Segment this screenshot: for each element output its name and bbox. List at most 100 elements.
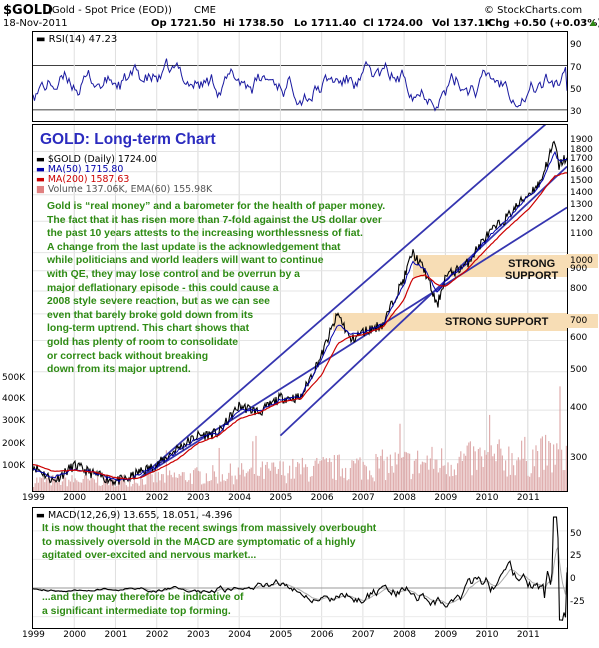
volume-bar bbox=[551, 472, 553, 491]
volume-bar bbox=[199, 471, 201, 491]
volume-bar bbox=[349, 468, 351, 491]
x-tick-lower-2003: 2003 bbox=[186, 630, 210, 640]
volume-bar bbox=[217, 483, 219, 491]
volume-bar bbox=[209, 480, 211, 491]
volume-bar bbox=[409, 453, 411, 491]
strong-support-lower: STRONG SUPPORT bbox=[445, 316, 549, 328]
price-tick-1700: 1700 bbox=[570, 154, 593, 165]
legend-gold-marker-icon: ▬ bbox=[36, 154, 48, 165]
volume-bar bbox=[503, 470, 505, 491]
volume-bar bbox=[500, 448, 502, 491]
date-label: 18-Nov-2011 bbox=[3, 18, 68, 29]
volume-bar bbox=[225, 481, 227, 491]
volume-bar bbox=[271, 462, 273, 491]
x-tick-lower-1999: 1999 bbox=[22, 630, 45, 640]
close-value: Cl 1724.00 bbox=[363, 18, 423, 29]
volume-bar bbox=[132, 483, 134, 491]
low-value: Lo 1711.40 bbox=[294, 18, 357, 29]
volume-bar bbox=[517, 457, 519, 491]
volume-bar bbox=[181, 472, 183, 491]
macd-tick: 25 bbox=[570, 551, 582, 561]
volume-bar bbox=[529, 476, 531, 491]
volume-bar bbox=[284, 475, 286, 491]
volume-bar bbox=[425, 462, 427, 491]
volume-bar bbox=[348, 479, 350, 491]
volume-bar bbox=[530, 473, 532, 491]
volume-bar bbox=[298, 463, 300, 491]
volume-bar bbox=[564, 470, 566, 491]
legend-ma50: ▬ MA(50) 1715.80 bbox=[36, 164, 124, 175]
volume-bar bbox=[492, 456, 494, 491]
support-level-700-badge bbox=[566, 314, 598, 328]
volume-bar bbox=[324, 459, 326, 491]
volume-bar bbox=[535, 445, 537, 491]
exchange: CME bbox=[194, 5, 216, 16]
volume-bar bbox=[450, 464, 452, 491]
volume-bar bbox=[316, 457, 318, 491]
volume-bar bbox=[281, 475, 283, 491]
rsi-tick-30: 30 bbox=[570, 107, 582, 117]
volume-bar bbox=[213, 471, 215, 491]
legend-ma50-marker-icon: ▬ bbox=[36, 164, 48, 175]
volume-bar bbox=[501, 455, 503, 491]
volume-bar bbox=[34, 483, 36, 491]
volume-bar bbox=[124, 481, 126, 491]
volume-bar bbox=[313, 465, 315, 491]
x-tick-upper-2005: 2005 bbox=[269, 493, 293, 503]
volume-bar bbox=[428, 469, 430, 491]
volume-bar bbox=[73, 482, 75, 491]
volume-bar bbox=[495, 461, 497, 491]
volume-bar bbox=[33, 486, 35, 491]
source-credit: © StockCharts.com bbox=[484, 5, 583, 16]
volume-bar bbox=[524, 436, 526, 491]
volume-bar bbox=[234, 475, 236, 491]
volume-bar bbox=[53, 478, 55, 491]
volume-bar bbox=[561, 449, 563, 491]
volume-bar bbox=[321, 460, 323, 491]
volume-bar bbox=[516, 460, 518, 491]
x-tick-lower-2009: 2009 bbox=[434, 630, 458, 640]
x-tick-lower-2001: 2001 bbox=[104, 630, 128, 640]
price-tick-600: 600 bbox=[570, 333, 588, 344]
legend-volume: ■ Volume 137.06K, EMA(60) 155.98K bbox=[36, 184, 213, 195]
volume-bar bbox=[473, 446, 475, 491]
volume-bar bbox=[525, 461, 527, 491]
volume-bar bbox=[543, 469, 545, 491]
volume-bar bbox=[497, 444, 499, 491]
volume-tick: 500K bbox=[2, 373, 26, 383]
volume-bar bbox=[306, 466, 308, 491]
volume-bar bbox=[266, 461, 268, 491]
volume-bar bbox=[356, 458, 358, 491]
volume-bar bbox=[263, 478, 265, 491]
volume-bar bbox=[554, 464, 556, 491]
volume-bar bbox=[340, 476, 342, 491]
volume-bar bbox=[207, 481, 209, 491]
volume-bar bbox=[335, 479, 337, 491]
volume-bar bbox=[276, 473, 278, 491]
x-tick-lower-2000: 2000 bbox=[63, 630, 87, 640]
volume-bar bbox=[145, 484, 147, 491]
volume-bar bbox=[58, 476, 60, 491]
volume-bar bbox=[247, 471, 249, 491]
volume-bar bbox=[130, 486, 132, 491]
volume-tick: 300K bbox=[2, 416, 26, 426]
volume-bar bbox=[159, 480, 161, 491]
volume-bar bbox=[229, 463, 231, 491]
volume-bar bbox=[297, 462, 299, 491]
x-tick-upper-2007: 2007 bbox=[351, 493, 375, 503]
volume-bar bbox=[242, 469, 244, 491]
volume-bar bbox=[141, 479, 143, 491]
volume-bar bbox=[260, 467, 262, 491]
x-tick-upper-2002: 2002 bbox=[145, 493, 169, 503]
volume-bar bbox=[365, 466, 367, 491]
volume-bar bbox=[381, 449, 383, 491]
volume-bar bbox=[135, 482, 137, 491]
x-tick-lower-2002: 2002 bbox=[145, 630, 169, 640]
volume-bar bbox=[378, 468, 380, 491]
volume-bar bbox=[39, 477, 41, 491]
volume-bar bbox=[55, 475, 57, 491]
volume-bar bbox=[465, 455, 467, 491]
volume-bar bbox=[489, 414, 491, 491]
commentary-line: A change from the last update is the ack… bbox=[47, 241, 341, 253]
volume-bar bbox=[74, 478, 76, 491]
